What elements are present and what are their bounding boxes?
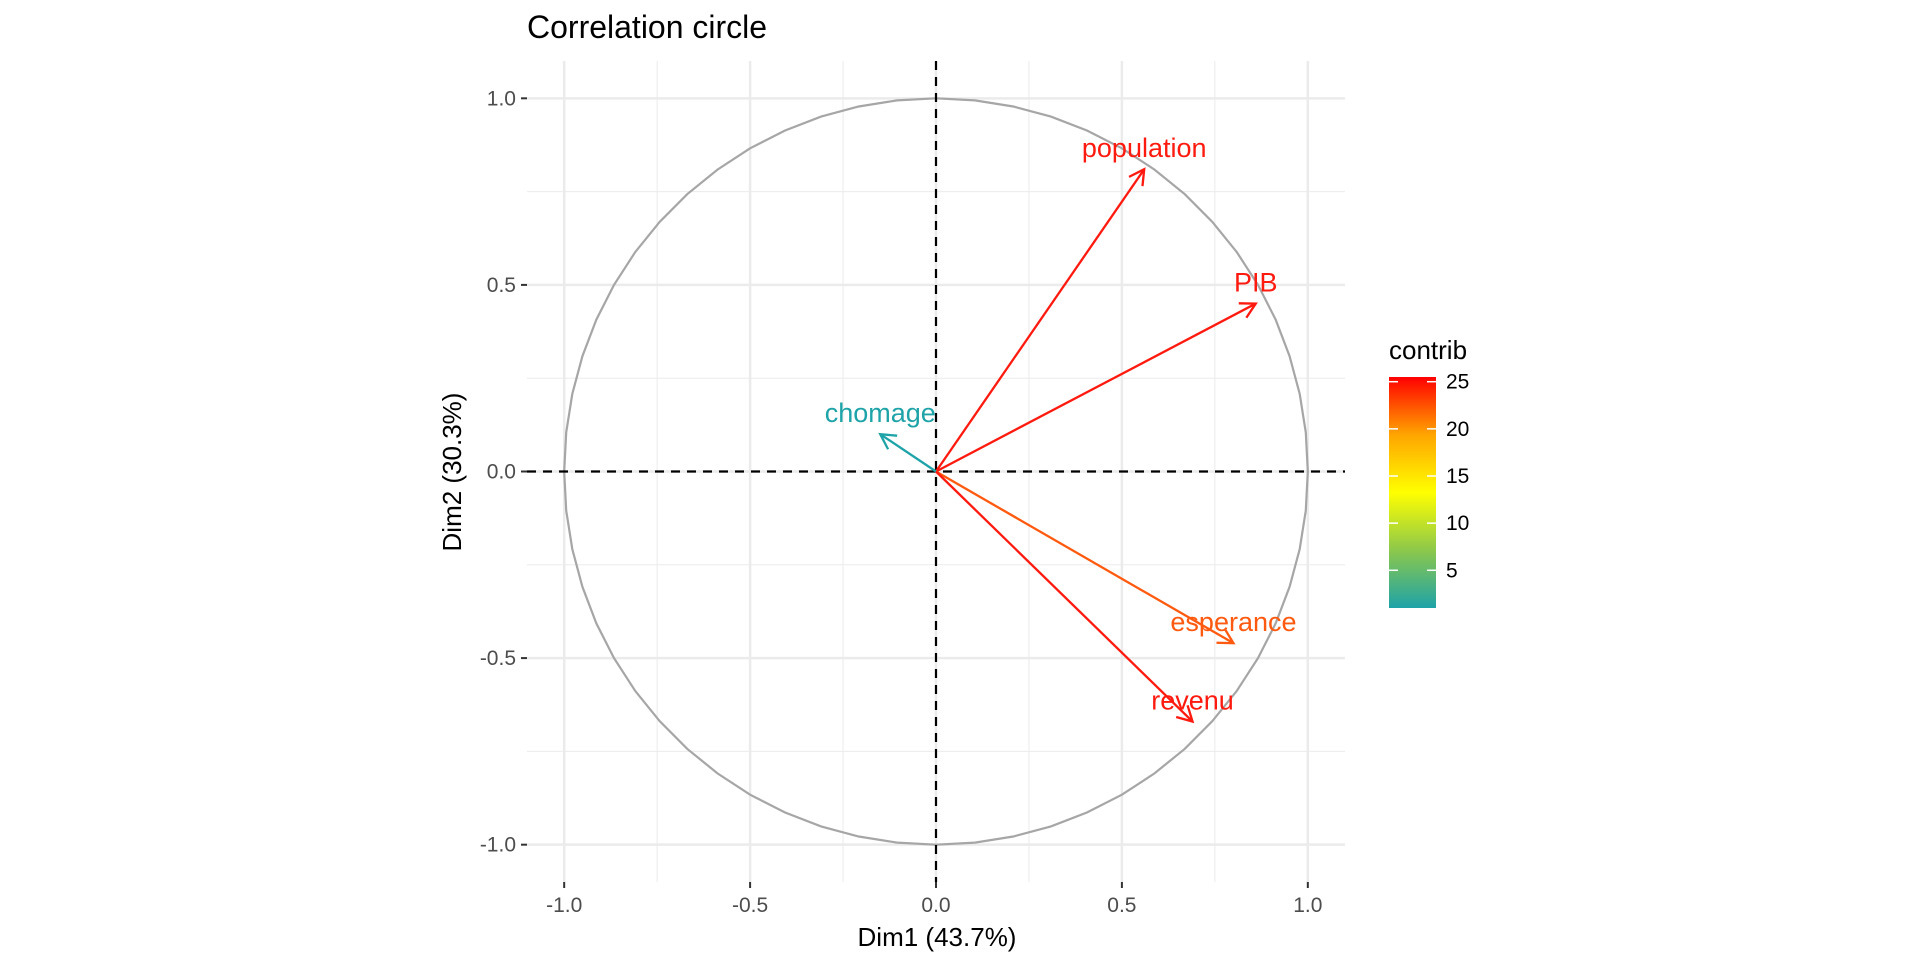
legend-tick-label: 25	[1446, 371, 1469, 394]
legend-ticks: 5 10 15 20 25	[1389, 371, 1469, 582]
legend-colorbar	[1389, 377, 1436, 608]
y-tick-label: 0.5	[487, 274, 516, 297]
y-tick-label: 0.0	[487, 461, 516, 484]
y-tick-label: -0.5	[480, 647, 516, 670]
label-chomage: chomage	[825, 398, 936, 428]
x-tick-label: 1.0	[1293, 894, 1322, 917]
legend-title: contrib	[1389, 335, 1467, 365]
variable-labels: population PIB chomage esperance revenu	[825, 133, 1297, 715]
arrow-population	[935, 168, 1146, 473]
arrowhead-revenu	[1175, 704, 1195, 724]
label-revenu: revenu	[1151, 686, 1234, 716]
arrow-esperance	[935, 470, 1235, 645]
x-tick-label: 0.5	[1107, 894, 1136, 917]
arrow-revenu	[935, 470, 1194, 723]
legend-tick-label: 10	[1446, 512, 1469, 535]
legend: contrib 5 10 15 20 25	[1389, 335, 1469, 608]
y-tick-label: 1.0	[487, 87, 516, 110]
variable-arrows	[878, 167, 1258, 724]
x-tick-label: -1.0	[546, 894, 582, 917]
axis-ticks: -1.0 -0.5 0.0 0.5 1.0 -1.0 -0.5 0.0 0.5 1.0	[480, 87, 1323, 917]
x-tick-label: 0.0	[921, 894, 950, 917]
legend-tick-label: 20	[1446, 418, 1469, 441]
arrow-chomage	[879, 433, 937, 473]
y-tick-label: -1.0	[480, 834, 516, 857]
chart-title: Correlation circle	[527, 9, 767, 45]
legend-tick-label: 5	[1446, 559, 1458, 582]
x-axis-title: Dim1 (43.7%)	[858, 922, 1017, 952]
arrowhead-pib	[1238, 302, 1258, 319]
arrowhead-chomage	[878, 432, 898, 450]
label-esperance: esperance	[1170, 607, 1296, 637]
legend-tick-label: 15	[1446, 465, 1469, 488]
arrowhead-esperance	[1216, 628, 1236, 645]
label-population: population	[1082, 133, 1207, 163]
arrow-pib	[935, 302, 1257, 473]
label-pib: PIB	[1234, 268, 1278, 298]
x-tick-label: -0.5	[732, 894, 768, 917]
arrowhead-population	[1128, 167, 1146, 187]
y-axis-title: Dim2 (30.3%)	[437, 393, 467, 552]
